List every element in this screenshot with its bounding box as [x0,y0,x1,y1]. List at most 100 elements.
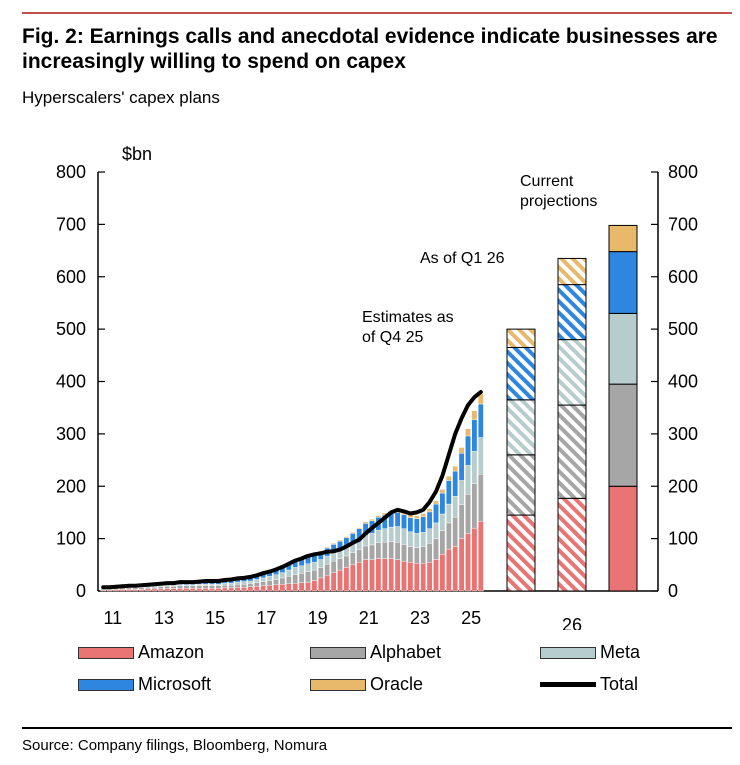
bar-segment-meta [234,581,241,585]
total-line-path [101,390,483,590]
bar-segment-amazon [426,561,433,592]
bar-segment-alphabet [413,547,420,564]
projection-segment-oracle [608,224,638,253]
axes: 0 0 100 100 200 200 300 300 400 400 500 500 600 600 70… [56,144,698,630]
bar-segment-meta [317,559,324,568]
x-tick-label: 17 [256,608,276,628]
bar-segment-meta [375,530,382,544]
projection-segment-amazon [608,485,638,592]
bar-segment-oracle [433,500,439,505]
bar-segment-amazon [433,559,439,592]
bar-segment-amazon [324,575,331,592]
bar-segment-amazon [375,558,382,592]
bar-segment-alphabet [375,542,382,559]
bar-segment-oracle [362,521,369,524]
annotation-as-of-q1-26: As of Q1 26 [420,250,505,267]
bar-segment-alphabet [202,585,209,589]
bar-segment-amazon [330,572,337,592]
bar-segment-meta [458,480,465,505]
bar-segment-alphabet [285,576,292,584]
source-note: Source: Company filings, Bloomberg, Nomu… [22,737,328,754]
bar-segment-microsoft [458,453,465,481]
bar-segment-amazon [260,585,267,592]
bar-segment-oracle [375,515,382,518]
legend-label-amazon: Amazon [138,642,205,662]
projection-segment-oracle [557,257,587,286]
bar-segment-alphabet [266,580,273,586]
bar-segment-alphabet [381,542,388,559]
y-tick-label-right: 800 [668,162,698,182]
bar-segment-amazon [151,588,158,592]
legend-item-oracle: Oracle [310,674,423,695]
bar-segment-oracle [465,428,471,437]
top-rule [22,12,732,14]
bar-segment-alphabet [337,558,343,571]
bar-segment-amazon [298,582,305,592]
legend-item-total: Total [540,674,638,695]
bar-segment-alphabet [401,544,407,562]
bar-segment-amazon [439,554,446,592]
bar-segment-oracle [337,539,343,542]
bar-segment-microsoft [477,403,484,438]
bar-segment-oracle [420,513,427,517]
bar-segment-alphabet [151,587,158,590]
bar-segment-amazon [394,559,401,592]
legend-item-amazon: Amazon [78,642,204,663]
projection-segment-microsoft [608,251,638,314]
bar-segment-amazon [196,588,203,592]
bar-segment-amazon [337,569,343,592]
chart-title: Fig. 2: Earnings calls and anecdotal evi… [22,25,718,73]
bar-segment-meta [324,556,331,565]
bar-segment-meta [445,503,452,524]
bar-segment-amazon [247,586,254,592]
bar-segment-meta [253,579,260,583]
bar-segment-alphabet [221,585,228,589]
bar-segment-amazon [292,582,299,592]
bar-segment-alphabet [439,530,446,555]
projection-segment-oracle [506,328,536,348]
bar-segment-amazon [253,586,260,592]
bar-segment-meta [311,561,318,571]
bar-segment-microsoft [452,470,459,497]
bar-segment-amazon [452,546,459,592]
bar-segment-microsoft [407,517,414,533]
bar-segment-amazon [311,580,318,592]
bar-segment-meta [452,496,459,518]
projection-segment-alphabet [506,454,536,516]
bar-segment-alphabet [132,587,139,590]
bar-segment-alphabet [330,560,337,573]
y-tick-label-right: 700 [668,214,698,234]
bar-segment-microsoft [413,518,420,534]
legend-label-microsoft: Microsoft [138,674,212,694]
legend-label-total: Total [600,674,639,694]
bar-segment-amazon [183,588,190,592]
y-tick-label-right: 200 [668,476,698,496]
bar-segment-meta [407,531,414,547]
bar-segment-meta [209,583,215,586]
bar-segment-amazon [356,561,363,592]
y-tick-label-left: 600 [56,267,86,287]
bar-segment-meta [196,583,203,586]
bar-segment-amazon [477,521,484,592]
bar-segment-amazon [445,548,452,592]
bar-segment-alphabet [369,544,375,560]
legend-label-oracle: Oracle [370,674,424,694]
bar-segment-amazon [407,561,414,592]
x-tick-label: 13 [154,608,174,628]
y-tick-label-right: 500 [668,319,698,339]
bar-segment-meta [471,450,478,484]
bar-segment-alphabet [426,543,433,563]
bar-segment-amazon [369,559,375,592]
bar-segment-microsoft [439,492,446,515]
legend-item-microsoft: Microsoft [78,674,211,695]
bar-segment-oracle [426,508,433,513]
bar-segment-alphabet [317,567,324,579]
y-tick-label-left: 0 [76,581,86,601]
bar-segment-alphabet [356,549,363,563]
bar-segment-alphabet [177,585,183,589]
bar-segment-alphabet [260,581,267,586]
bars [100,224,638,592]
annotation-current-projections: Current projections [520,173,597,210]
bar-segment-amazon [145,588,151,592]
bar-segment-meta [433,522,439,539]
